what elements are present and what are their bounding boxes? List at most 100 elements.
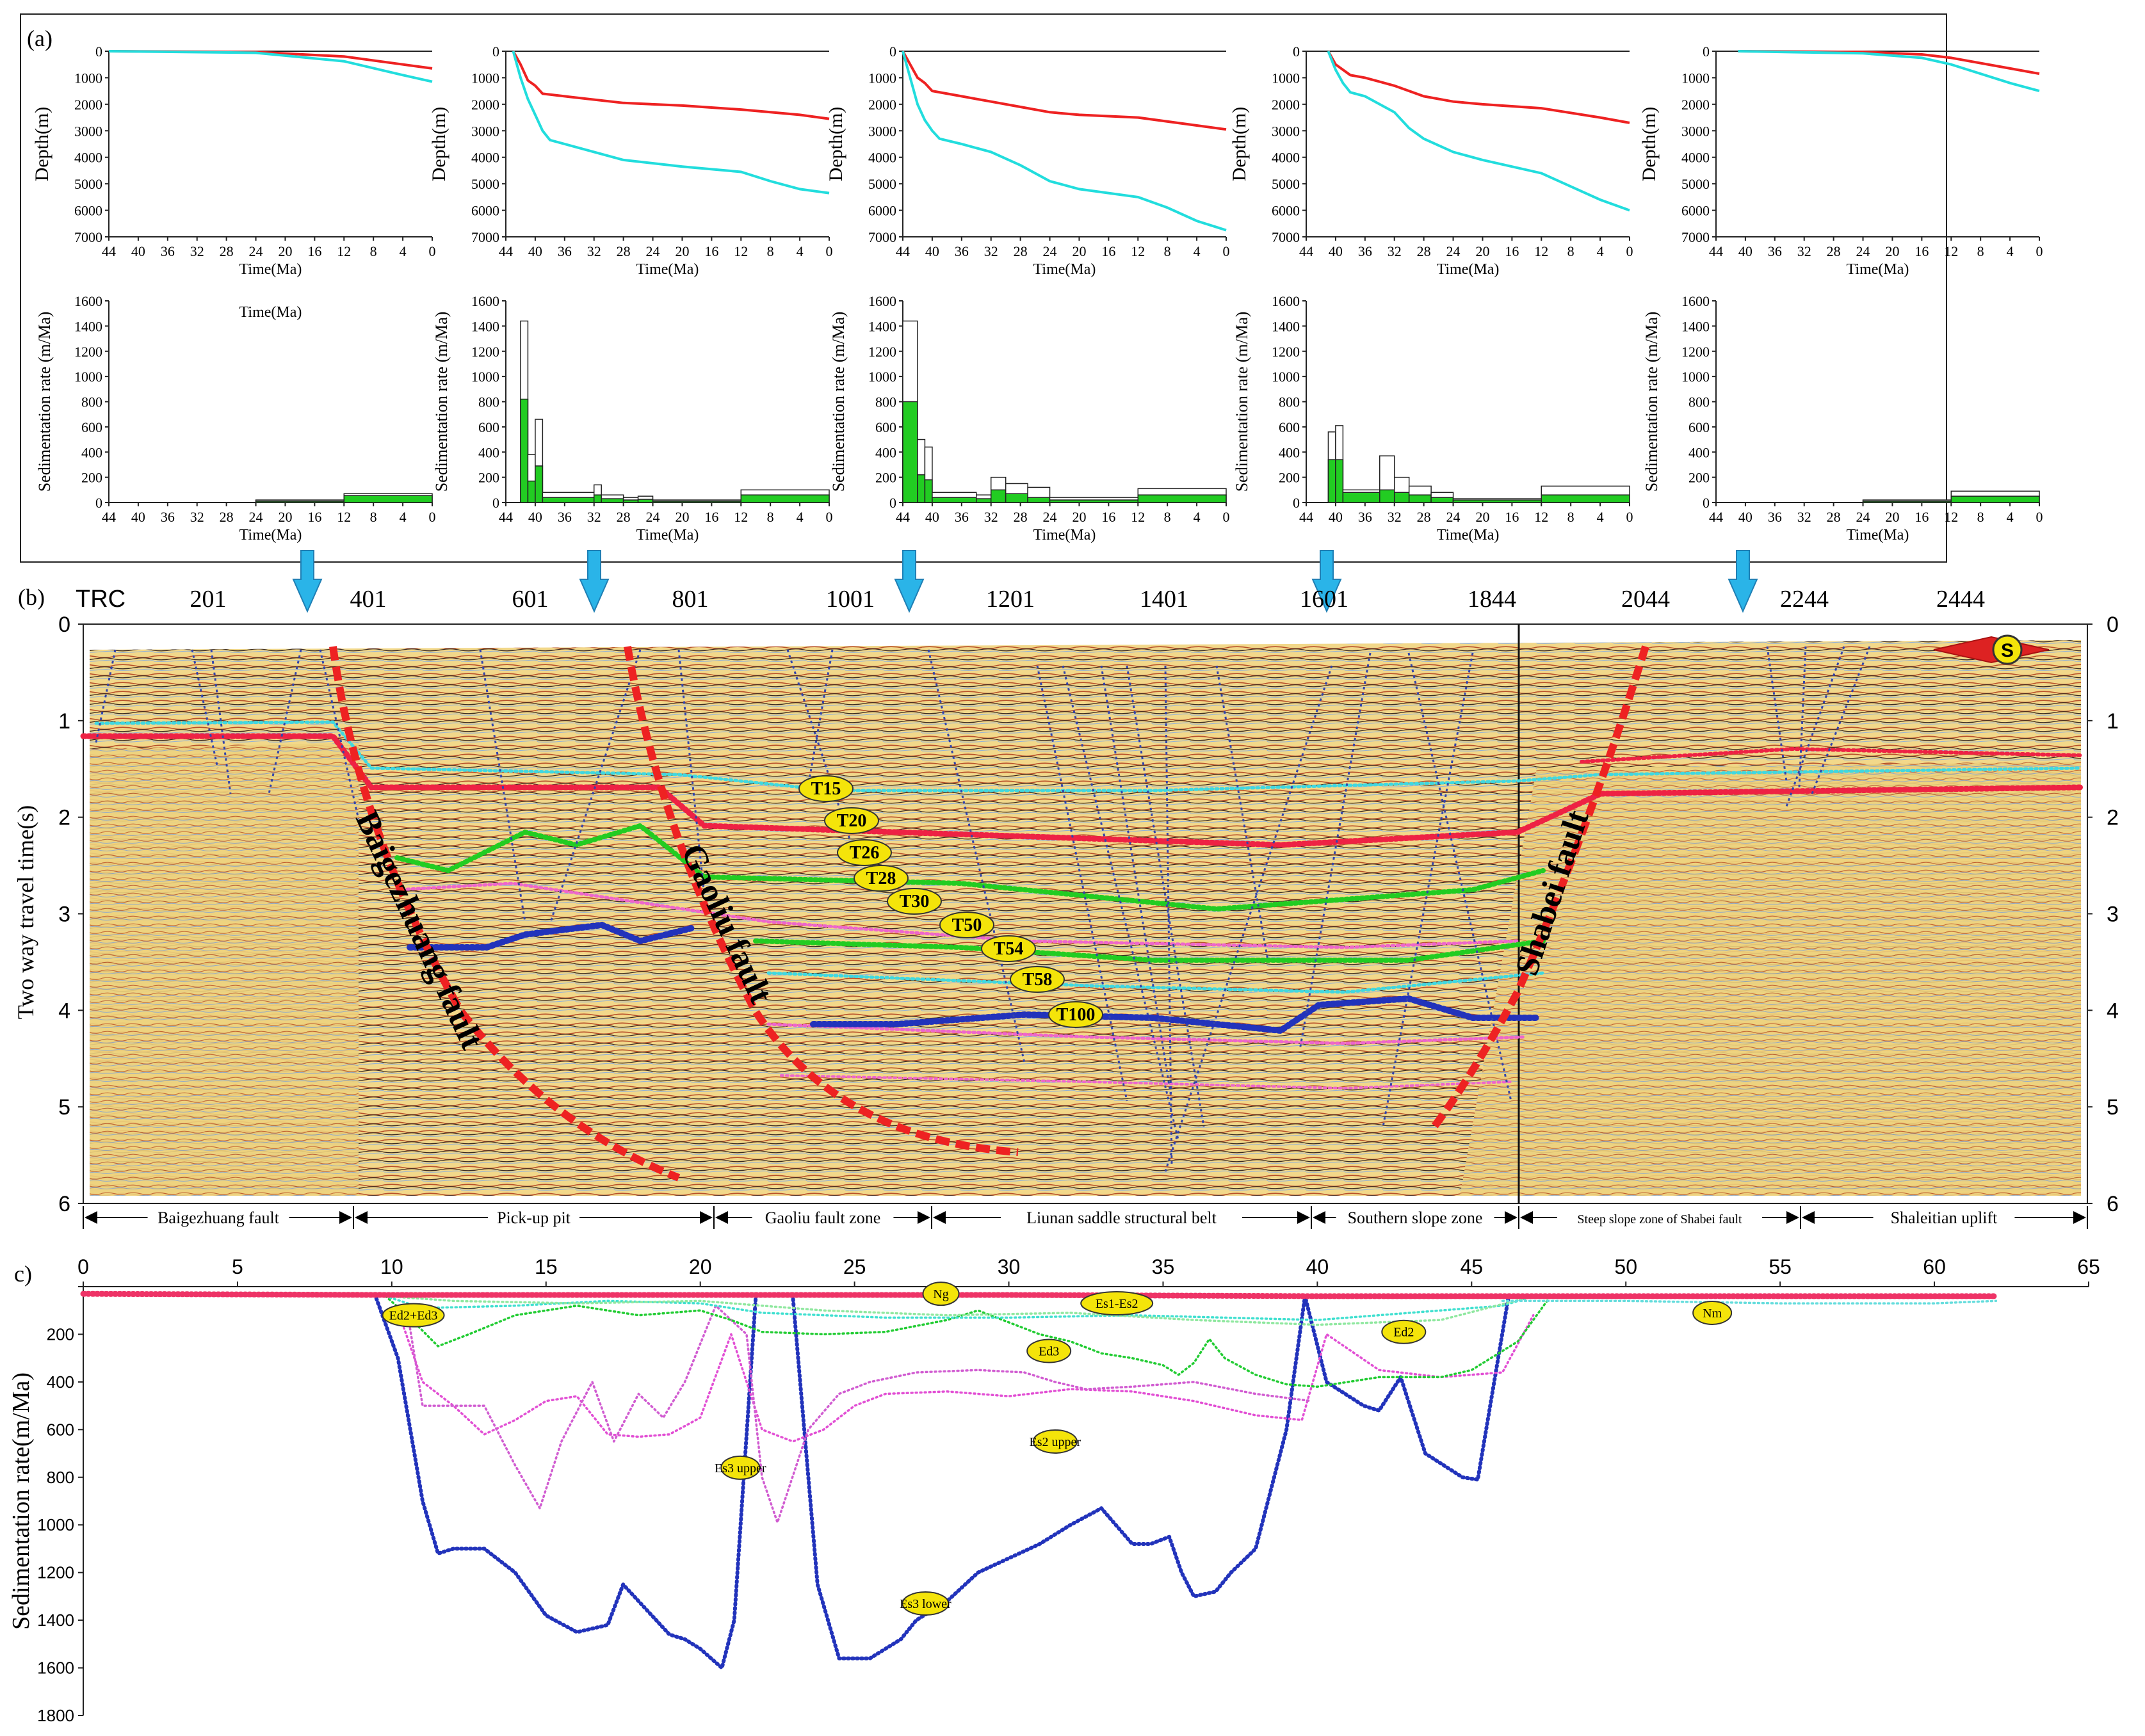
rate-time-tick-label: 0	[1223, 509, 1230, 525]
rate-time-tick-label: 0	[826, 509, 833, 525]
rate-tick-label: 1600	[868, 293, 896, 309]
formation-label: Ng	[922, 1282, 960, 1306]
time-tick-label: 20	[1885, 243, 1899, 259]
panel-c-label: c)	[14, 1261, 32, 1287]
rate-time-tick-label: 24	[1446, 509, 1461, 525]
panel-b-label: (b)	[18, 584, 45, 610]
major-fault	[1431, 645, 1649, 1129]
rate-time-tick-label: 4	[400, 509, 407, 525]
rate-time-tick-label: 12	[1944, 509, 1958, 525]
depth-tick-label: 5000	[471, 176, 499, 192]
minor-fault	[1215, 665, 1269, 961]
rate-time-tick-label: 20	[1475, 509, 1489, 525]
horizon-tag-label: T15	[811, 779, 841, 799]
formation-label-text: Ed2	[1393, 1326, 1414, 1340]
time-tick-label: 44	[1709, 243, 1723, 259]
major-fault	[329, 646, 681, 1182]
twt-tick-label-left: 4	[58, 999, 70, 1023]
compacted-rate-bar	[1541, 494, 1630, 503]
compacted-rate-bar	[1005, 493, 1028, 503]
depth-tick-label: 0	[889, 44, 896, 60]
formation-label-ellipse	[720, 1455, 761, 1480]
minor-fault	[927, 649, 1026, 1063]
rate-time-tick-label: 32	[190, 509, 204, 525]
compacted-rate-bar	[740, 494, 830, 503]
time-tick-label: 4	[400, 243, 407, 259]
chart-y-tick-label: 1800	[37, 1706, 74, 1725]
formation-label: Nm	[1692, 1300, 1733, 1325]
depth-tick-label: 4000	[74, 150, 102, 166]
formation-label: Ed2	[1381, 1319, 1427, 1344]
rate-time-tick-label: 20	[1072, 509, 1086, 525]
horizon-tag-label: T50	[952, 915, 982, 935]
chart-x-tick-label: 65	[2077, 1255, 2100, 1278]
rate-tick-label: 800	[1279, 394, 1300, 410]
depth-y-label: Depth(m)	[825, 107, 846, 182]
rate-time-tick-label: 28	[220, 509, 234, 525]
compacted-rate-bar	[902, 401, 918, 503]
horizon-tag-label: T54	[994, 939, 1024, 959]
time-tick-label: 44	[499, 243, 513, 259]
panel1-extra-label: Time(Ma)	[239, 304, 302, 321]
chart-x-tick-label: 40	[1306, 1255, 1329, 1278]
trc-tick-label: 401	[350, 586, 387, 613]
rate-time-tick-label: 24	[249, 509, 263, 525]
minor-fault	[1062, 665, 1179, 1140]
zone-label: Southern slope zone	[1348, 1209, 1483, 1227]
chart-x-tick-label: 15	[535, 1255, 558, 1278]
minor-fault	[1036, 665, 1128, 1102]
rate-time-tick-label: 0	[429, 509, 436, 525]
compacted-rate-bar	[527, 480, 536, 503]
rate-tick-label: 0	[889, 495, 896, 511]
time-tick-label: 12	[1534, 243, 1548, 259]
rate-time-tick-label: 12	[734, 509, 748, 525]
minor-fault	[805, 649, 834, 794]
chart-y-label: Sedimentation rate(m/Ma)	[8, 1372, 35, 1630]
formation-label-text: Es1-Es2	[1096, 1297, 1138, 1311]
rate-tick-label: 800	[875, 394, 896, 410]
chart-x-tick-label: 45	[1461, 1255, 1484, 1278]
chart-x-tick-label: 20	[689, 1255, 712, 1278]
seismic-horizon	[753, 938, 1546, 963]
formation-label-text: Es2 upper	[1030, 1435, 1081, 1449]
rate-time-tick-label: 24	[1856, 509, 1870, 525]
compacted-rate-bar	[601, 498, 624, 503]
rate-time-tick-label: 12	[1534, 509, 1548, 525]
time-tick-label: 44	[102, 243, 116, 259]
trc-label: TRC	[76, 586, 125, 613]
time-tick-label: 36	[161, 243, 175, 259]
time-tick-label: 12	[1944, 243, 1958, 259]
formation-label: Ed2+Ed3	[382, 1303, 445, 1328]
depth-tick-label: 6000	[471, 203, 499, 219]
rate-time-tick-label: 36	[1768, 509, 1782, 525]
rate-time-tick-label: 32	[587, 509, 601, 525]
seismic-footwall-area	[90, 743, 359, 1196]
depth-tick-label: 1000	[471, 70, 499, 86]
shallow-burial-curve	[512, 51, 830, 120]
rate-series-line	[396, 1309, 1535, 1443]
zone-label-bg	[1873, 1207, 2015, 1226]
horizon-tag: T30	[887, 888, 942, 915]
chart-x-tick-label: 55	[1769, 1255, 1792, 1278]
depth-y-label: Depth(m)	[1229, 107, 1250, 182]
depth-tick-label: 1000	[74, 70, 102, 86]
time-tick-label: 40	[528, 243, 542, 259]
depth-tick-label: 7000	[471, 229, 499, 245]
horizon-tag-label: T30	[900, 892, 930, 912]
rate-tick-label: 0	[1703, 495, 1710, 511]
formation-label-text: Es3 lower	[900, 1597, 951, 1611]
rate-y-label: Sedimentation rate (m/Ma)	[35, 312, 54, 492]
time-tick-label: 0	[1626, 243, 1633, 259]
compacted-rate-bar	[924, 479, 933, 503]
rate-series-line	[1501, 1299, 1998, 1305]
time-tick-label: 28	[617, 243, 631, 259]
deep-burial-curve	[902, 51, 1227, 232]
depth-tick-label: 6000	[74, 203, 102, 219]
rate-time-tick-label: 44	[1299, 509, 1313, 525]
trc-tick-label: 1001	[826, 586, 875, 613]
seismic-horizon	[407, 921, 695, 951]
depth-tick-label: 7000	[868, 229, 896, 245]
depth-tick-label: 2000	[868, 97, 896, 113]
rate-tick-label: 1200	[471, 344, 499, 360]
